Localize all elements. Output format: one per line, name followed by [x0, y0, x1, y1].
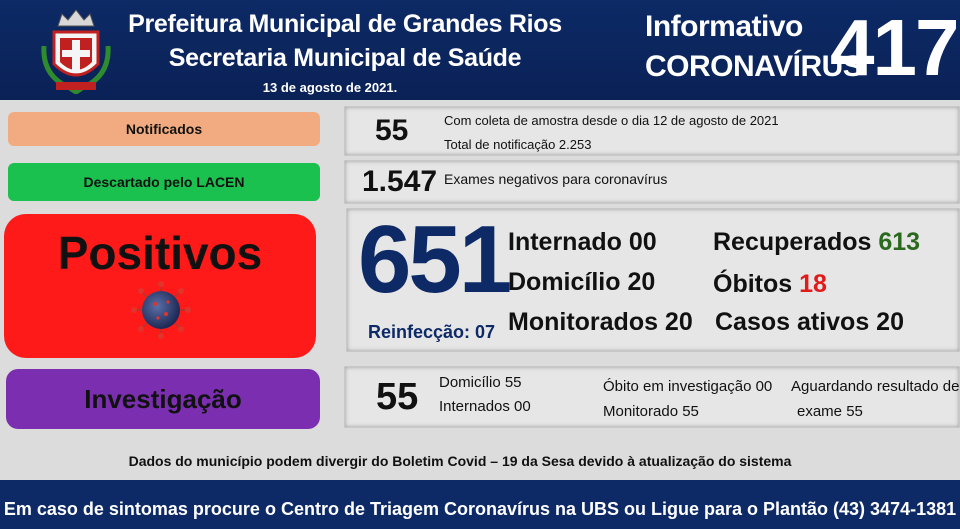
header-banner — [0, 0, 960, 100]
obitos-value: 18 — [799, 270, 827, 298]
recuperados-label: Recuperados — [713, 228, 872, 256]
internado-stat: Internado 00 — [508, 228, 657, 256]
investigacao-internados: Internados 00 — [439, 398, 531, 415]
investigacao-domicilio: Domicílio 55 — [439, 374, 522, 391]
header-coronavirus-label: CORONAVÍRUS — [645, 50, 863, 83]
footer-text: Em caso de sintomas procure o Centro de … — [3, 499, 957, 519]
notificados-detail-line2: Total de notificação 2.253 — [444, 137, 592, 152]
obitos-stat: Óbitos 18 — [713, 270, 827, 299]
disclaimer-text: Dados do município podem divergir do Bol… — [128, 453, 792, 469]
investigacao-aguardando-line1: Aguardando resultado de — [791, 378, 960, 395]
positivos-value: 651 — [358, 206, 512, 313]
virus-icon — [131, 281, 191, 339]
bulletin-number: 417 — [830, 3, 959, 92]
notificados-value: 55 — [375, 114, 409, 147]
investigacao-obito: Óbito em investigação 00 — [603, 378, 773, 395]
positivos-card: Positivos — [4, 214, 316, 358]
descartados-panel — [344, 160, 960, 204]
header-title-line1: Prefeitura Municipal de Grandes Rios — [128, 10, 562, 38]
investigacao-aguardando-line2: exame 55 — [797, 403, 863, 420]
recuperados-value: 613 — [878, 228, 921, 256]
investigacao-value: 55 — [376, 376, 419, 418]
footer-banner — [0, 480, 960, 529]
descartados-detail: Exames negativos para coronavírus — [444, 171, 668, 187]
investigacao-monitorado: Monitorado 55 — [603, 403, 699, 420]
investigacao-label: Investigação — [6, 369, 320, 429]
domicilio-stat: Domicílio 20 — [508, 268, 656, 296]
descartados-value: 1.547 — [362, 165, 438, 198]
monitorados-stat: Monitorados 20 — [508, 308, 693, 336]
recuperados-stat: Recuperados 613 — [713, 228, 920, 257]
notificados-label: Notificados — [8, 112, 320, 146]
header-date: 13 de agosto de 2021. — [262, 80, 398, 95]
descartados-label: Descartado pelo LACEN — [8, 163, 320, 201]
notificados-detail-line1: Com coleta de amostra desde o dia 12 de … — [444, 113, 779, 128]
casos-ativos-stat: Casos ativos 20 — [715, 308, 904, 336]
obitos-label: Óbitos — [713, 270, 793, 298]
investigacao-panel — [344, 366, 960, 428]
positivos-label: Positivos — [57, 227, 263, 279]
positivos-panel — [346, 208, 960, 352]
notificados-panel — [344, 106, 960, 156]
header-title-line2: Secretaria Municipal de Saúde — [168, 44, 522, 72]
header-info-label: Informativo — [645, 10, 803, 43]
reinfeccao-stat: Reinfecção: 07 — [368, 322, 496, 342]
crest-logo — [41, 9, 111, 94]
